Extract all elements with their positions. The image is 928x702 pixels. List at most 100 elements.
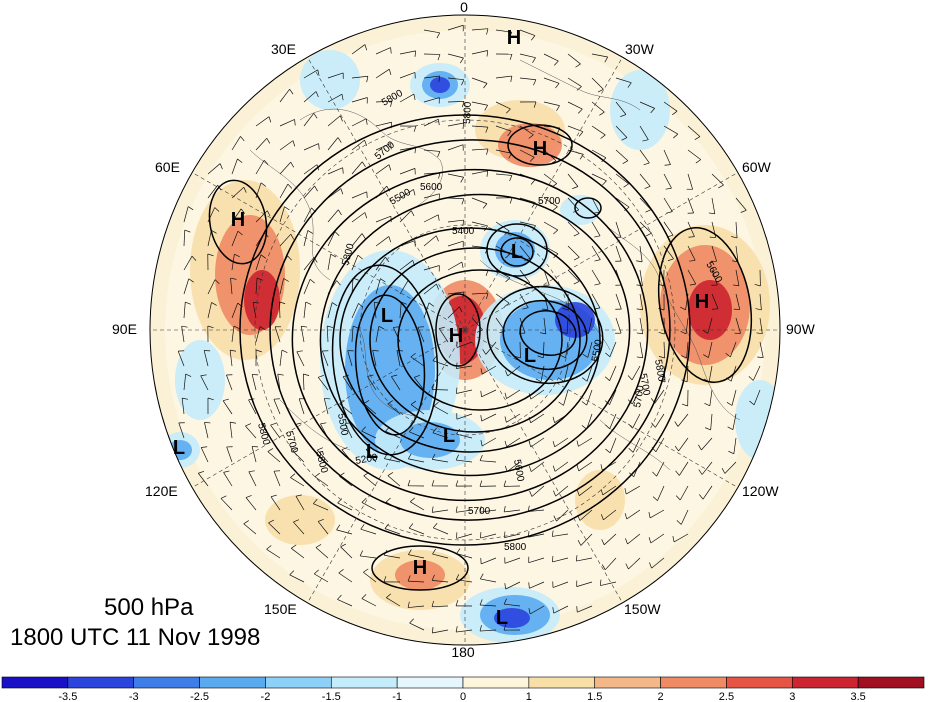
wind-barb-shaft [576, 581, 593, 587]
wind-barb-flag [237, 230, 243, 236]
wind-barb-flag [622, 160, 629, 165]
wind-barb-flag [290, 161, 295, 168]
wind-barb-flag [703, 354, 709, 358]
wind-barb-flag [281, 349, 288, 353]
wind-barb-shaft [351, 161, 363, 175]
wind-barb-flag [372, 350, 379, 352]
wind-barb-flag [408, 427, 414, 433]
wind-barb-flag [732, 284, 739, 287]
wind-barb-flag [658, 356, 665, 359]
anomaly-patch [265, 495, 335, 545]
wind-barb-flag [338, 209, 342, 216]
wind-barb-shaft [303, 143, 319, 151]
wind-barb-shaft [680, 509, 689, 525]
wind-barb-shaft [277, 374, 281, 391]
wind-barb-shaft [603, 509, 617, 521]
wind-barb-shaft [563, 389, 569, 406]
wind-barb-flag [572, 186, 579, 189]
wind-barb-flag [676, 520, 682, 525]
wind-barb-shaft [322, 350, 329, 367]
high-center-marker: H [507, 27, 521, 49]
wind-barb-shaft [375, 68, 390, 79]
wind-barb-shaft [505, 581, 521, 590]
wind-barb-flag [352, 325, 359, 329]
wind-barb-shaft [255, 138, 268, 151]
wind-barb-flag [223, 470, 230, 473]
wind-barb-shaft [207, 163, 221, 175]
wind-barb-flag [562, 307, 569, 311]
lon-label-150w: 150W [624, 601, 661, 617]
wind-barb-shaft [375, 121, 392, 127]
meridian-line [307, 57, 466, 331]
wind-barb-shaft [399, 50, 416, 55]
wind-barb-shaft [447, 101, 465, 103]
wind-barb-shaft [519, 245, 531, 259]
wind-barb-shaft [632, 437, 641, 453]
wind-barb-flag [636, 332, 643, 335]
wind-barb-shaft [375, 100, 392, 103]
wind-barb-flag [644, 185, 651, 189]
wind-barb-flag [455, 454, 459, 461]
wind-barb-flag [718, 184, 724, 189]
wind-barb-flag [486, 50, 488, 57]
wind-barb-shaft [423, 265, 440, 271]
lon-label-150e: 150E [264, 601, 297, 617]
wind-barb-flag [182, 397, 189, 400]
anomaly-patch [688, 280, 732, 340]
wind-barb-flag [366, 76, 369, 83]
wind-barb-shaft [471, 221, 488, 227]
wind-barb-flag [482, 349, 487, 355]
wind-barb-shaft [375, 143, 391, 151]
wind-barb-flag [529, 490, 533, 497]
wind-barb-shaft [752, 365, 761, 381]
wind-barb-flag [754, 283, 761, 287]
wind-barb-shaft [323, 398, 329, 415]
wind-barb-shaft [587, 341, 593, 358]
wind-barb-shaft [229, 422, 233, 439]
wind-barb-shaft [543, 221, 559, 231]
wind-barb-shaft [303, 113, 315, 127]
wind-barb-shaft [687, 125, 701, 137]
contour-label: 5700 [538, 196, 561, 207]
wind-barb-shaft [687, 269, 697, 285]
wind-barb-shaft [447, 306, 460, 319]
wind-barb-shaft [679, 485, 689, 501]
wind-barb-flag [307, 230, 314, 234]
wind-barb-shaft [615, 197, 630, 208]
wind-barb-flag [533, 101, 537, 108]
wind-barb-shaft [375, 236, 390, 247]
anomaly-patch [244, 270, 280, 330]
height-contour [269, 139, 671, 521]
wind-barb-shaft [553, 605, 569, 614]
wind-barb-flag [604, 376, 610, 381]
wind-barb-flag [211, 302, 217, 306]
wind-barb-shaft [273, 399, 281, 415]
wind-barb-shaft [375, 215, 392, 223]
wind-barb-flag [185, 301, 191, 305]
wind-barb-flag [573, 256, 580, 261]
wind-barb-shaft [639, 173, 651, 187]
wind-barb-flag [510, 75, 513, 83]
wind-barb-flag [317, 447, 323, 451]
wind-barb-shaft [543, 101, 560, 106]
wind-barb-shaft [495, 293, 510, 304]
wind-barb-flag [431, 626, 434, 634]
wind-barb-shaft [552, 533, 569, 537]
wind-barb-flag [636, 260, 643, 263]
wind-barb-flag [575, 63, 581, 68]
wind-barb-flag [704, 427, 711, 431]
wind-barb-flag [504, 416, 507, 423]
wind-barb-flag [438, 172, 441, 179]
wind-barb-shaft [207, 230, 212, 247]
wind-barb-shaft [375, 164, 390, 175]
wind-barb-flag [318, 374, 324, 378]
wind-barb-flag [305, 301, 312, 305]
colorbar-swatch [594, 676, 661, 689]
wind-barb-shaft [447, 122, 464, 127]
wind-barb-shaft [586, 389, 593, 406]
colorbar-swatch [133, 676, 200, 689]
wind-barb-shaft [495, 29, 512, 33]
wind-barb-flag [600, 579, 602, 586]
wind-barb-shaft [615, 101, 627, 115]
wind-barb-shaft [363, 403, 377, 415]
